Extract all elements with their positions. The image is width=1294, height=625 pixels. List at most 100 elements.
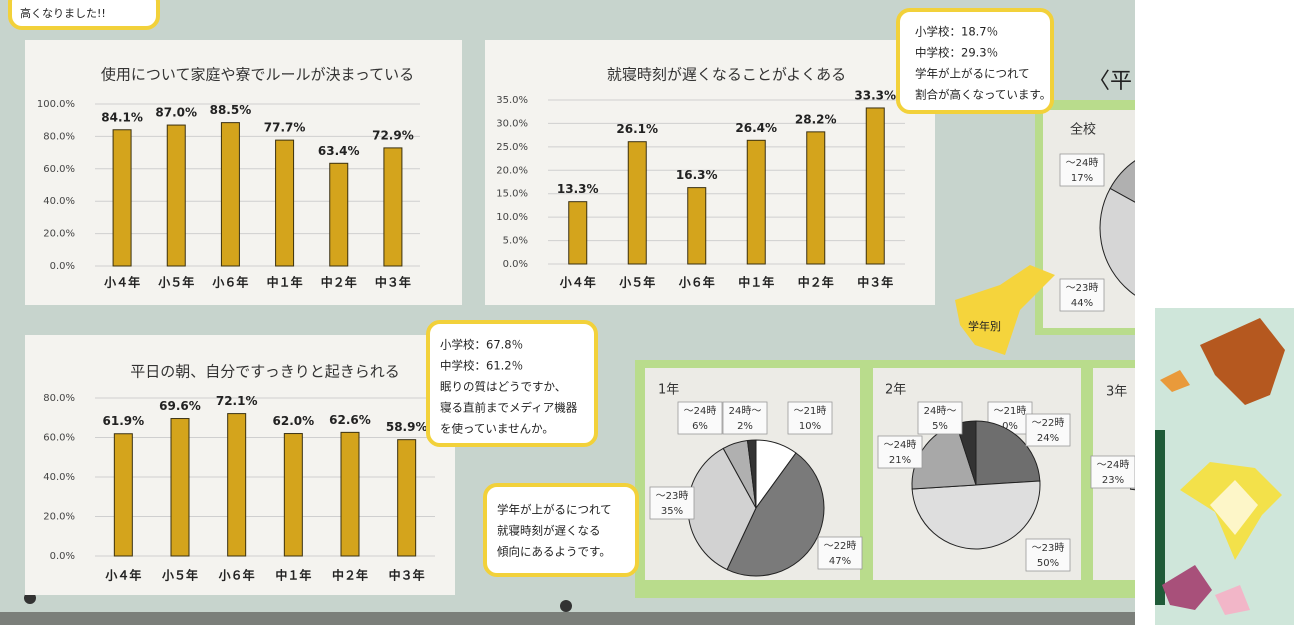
note-text: 学年が上がるにつれて xyxy=(497,503,612,517)
x-tick-label: 小４年 xyxy=(560,275,596,290)
bar xyxy=(330,163,348,266)
bar xyxy=(171,419,189,556)
slice-value-label: 5% xyxy=(932,421,948,432)
bar xyxy=(228,414,246,556)
x-tick-label: 中１年 xyxy=(267,275,303,290)
slice-label: 24時～ xyxy=(729,405,762,417)
note-text: 眠りの質はどうですか、 xyxy=(440,380,566,394)
y-tick-label: 60.0% xyxy=(43,433,75,444)
slice-label: ～24時 xyxy=(884,439,917,451)
chart-title: 就寝時刻が遅くなることがよくある xyxy=(607,66,846,84)
data-label: 72.1% xyxy=(216,394,258,408)
y-tick-label: 40.0% xyxy=(43,196,75,207)
x-tick-label: 小４年 xyxy=(105,568,141,583)
gap xyxy=(1135,0,1155,625)
slice-label: ～24時 xyxy=(1097,459,1130,471)
slice-value-label: 44% xyxy=(1071,298,1093,309)
slice-value-label: 2% xyxy=(737,421,753,432)
data-label: 16.3% xyxy=(676,168,718,182)
data-label: 33.3% xyxy=(854,88,896,102)
x-tick-label: 小５年 xyxy=(619,275,655,290)
slice-value-label: 23% xyxy=(1102,475,1124,486)
x-tick-label: 中２年 xyxy=(321,275,357,290)
data-label: 63.4% xyxy=(318,144,360,158)
board-photo: 使用について家庭や寮でルールが決まっている 0.0% 20.0% 40.0% 60.0%… xyxy=(0,0,1294,625)
y-tick-label: 25.0% xyxy=(496,142,528,153)
data-label: 61.9% xyxy=(103,414,145,428)
bar xyxy=(276,140,294,266)
pin xyxy=(560,600,572,612)
slice-label: ～21時 xyxy=(794,405,827,417)
y-tick-label: 20.0% xyxy=(43,229,75,240)
x-tick-label: 中３年 xyxy=(375,275,411,290)
slice-value-label: 50% xyxy=(1037,558,1059,569)
slice-value-label: 35% xyxy=(661,506,683,517)
note-text: 学年が上がるにつれて xyxy=(915,67,1030,81)
note-text: 中学校：61.2％ xyxy=(440,359,523,373)
slice-value-label: 6% xyxy=(692,421,708,432)
y-tick-label: 40.0% xyxy=(43,472,75,483)
x-tick-label: 中１年 xyxy=(738,275,774,290)
data-label: 62.0% xyxy=(273,414,315,428)
board-content: 使用について家庭や寮でルールが決まっている 0.0% 20.0% 40.0% 60.0%… xyxy=(10,0,1234,598)
bar xyxy=(866,108,884,264)
side-strip xyxy=(1155,430,1165,605)
slice-value-label: 17% xyxy=(1071,173,1093,184)
data-label: 26.1% xyxy=(616,122,658,136)
note-text: 寝る直前までメディア機器 xyxy=(440,401,578,415)
x-tick-label: 中２年 xyxy=(332,568,368,583)
bar xyxy=(747,140,765,264)
x-tick-label: 小４年 xyxy=(104,275,140,290)
note-text: 中学校：29.3％ xyxy=(915,46,998,60)
y-tick-label: 5.0% xyxy=(503,236,528,247)
x-tick-label: 中３年 xyxy=(857,275,893,290)
note-text: を使っていませんか。 xyxy=(440,422,554,436)
y-tick-label: 80.0% xyxy=(43,393,75,404)
data-label: 84.1% xyxy=(101,110,143,124)
y-tick-label: 10.0% xyxy=(496,212,528,223)
slice-label: ～23時 xyxy=(656,490,689,502)
note-text: 学年別 xyxy=(968,319,1001,333)
x-tick-label: 小５年 xyxy=(162,568,198,583)
data-label: 28.2% xyxy=(795,112,837,126)
y-tick-label: 20.0% xyxy=(43,512,75,523)
data-label: 87.0% xyxy=(155,106,197,120)
data-label: 88.5% xyxy=(210,103,252,117)
bar xyxy=(167,125,185,266)
x-tick-label: 小６年 xyxy=(219,568,255,583)
slice-value-label: 21% xyxy=(889,455,911,466)
data-label: 62.6% xyxy=(329,413,371,427)
bar xyxy=(384,148,402,266)
chart-title: 全校 xyxy=(1070,122,1096,138)
bar xyxy=(688,188,706,264)
y-tick-label: 30.0% xyxy=(496,118,528,129)
x-tick-label: 中２年 xyxy=(798,275,834,290)
y-tick-label: 0.0% xyxy=(503,259,528,270)
bar xyxy=(284,434,302,556)
y-tick-label: 20.0% xyxy=(496,165,528,176)
data-label: 72.9% xyxy=(372,128,414,142)
bar xyxy=(221,123,239,266)
x-tick-label: 小６年 xyxy=(679,275,715,290)
data-label: 13.3% xyxy=(557,182,599,196)
chart-title: 1年 xyxy=(658,383,679,398)
y-tick-label: 15.0% xyxy=(496,189,528,200)
chart-title: 3年 xyxy=(1106,385,1127,400)
bar xyxy=(569,202,587,264)
chart-title: 平日の朝、自分ですっきりと起きられる xyxy=(130,363,399,381)
note-text: 小学校：18.7％ xyxy=(915,25,998,39)
y-tick-label: 35.0% xyxy=(496,95,528,106)
y-tick-label: 0.0% xyxy=(50,261,75,272)
chart-title: 2年 xyxy=(885,383,906,398)
bar xyxy=(341,432,359,556)
y-tick-label: 100.0% xyxy=(37,99,75,110)
bar xyxy=(807,132,825,264)
note-text: 高くなりました!! xyxy=(20,6,106,20)
slice-label: ～24時 xyxy=(684,405,717,417)
chart-title: 使用について家庭や寮でルールが決まっている xyxy=(101,66,414,84)
slice-label: 24時～ xyxy=(924,405,957,417)
note-text: 就寝時刻が遅くなる xyxy=(497,524,601,538)
bar xyxy=(114,434,132,556)
slice-value-label: 10% xyxy=(799,421,821,432)
y-tick-label: 0.0% xyxy=(50,551,75,562)
